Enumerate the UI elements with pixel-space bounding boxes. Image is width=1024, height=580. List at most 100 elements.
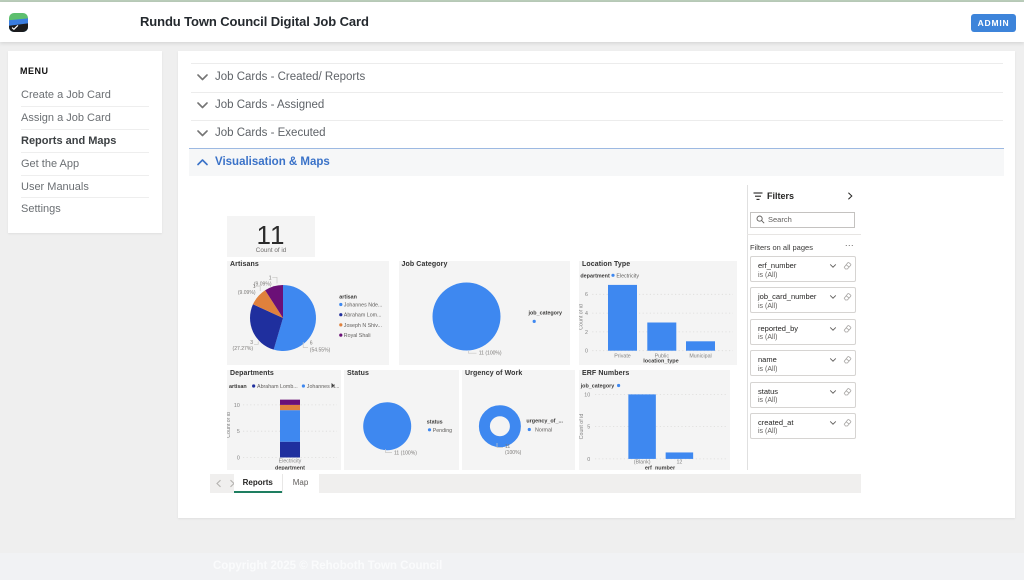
svg-text:10: 10 (584, 392, 590, 398)
sidebar-item-assign-a-job-card[interactable]: Assign a Job Card (8, 106, 162, 130)
page-footer: Copyright 2025 © Rehoboth Town Council (0, 552, 1024, 580)
accordion-section-3[interactable]: Job Cards - Executed (178, 120, 1004, 148)
admin-button[interactable]: ADMIN (971, 14, 1016, 32)
eraser-icon[interactable] (843, 261, 852, 270)
accordion-section-2[interactable]: Job Cards - Assigned (178, 92, 1004, 120)
eraser-icon[interactable] (843, 387, 852, 396)
svg-text:1: 1 (253, 284, 256, 290)
filter-field-name: job_card_number (758, 292, 817, 302)
accordion-divider (191, 91, 1003, 93)
svg-text:6: 6 (585, 292, 588, 298)
page-nav-prev-icon[interactable] (215, 479, 223, 488)
visual-title: Departments (230, 369, 274, 377)
jobcat-pie-chart: Job Category 11 (100%) job_category (398, 260, 570, 365)
svg-text:10: 10 (234, 402, 240, 408)
filter-card-erf_number[interactable]: erf_number is (All) (750, 256, 856, 282)
eraser-icon[interactable] (843, 324, 852, 333)
filter-icon (753, 192, 763, 200)
eraser-icon[interactable] (843, 292, 852, 301)
filter-search-placeholder: Search (768, 215, 792, 224)
accordion-section-label: Job Cards - Created/ Reports (215, 70, 366, 83)
accordion-section-4[interactable]: Visualisation & Maps (178, 149, 1004, 177)
sidebar: MENU Create a Job Card Assign a Job Card R… (8, 51, 162, 233)
app-logo-icon (9, 13, 28, 32)
filter-card-status[interactable]: status is (All) (750, 381, 856, 408)
visual-title: Status (347, 369, 369, 377)
accordion-divider (191, 63, 1003, 65)
accordion-section-label: Job Cards - Executed (215, 127, 326, 139)
filter-field-name: name (758, 355, 777, 365)
accordion-section-1[interactable]: Job Cards - Created/ Reports (178, 64, 1004, 92)
filter-search-input[interactable] (750, 211, 855, 228)
status-pie-chart: Status 11 (100%) status Pending (344, 369, 459, 470)
filter-condition: is (All) (758, 302, 778, 310)
expanded-panel-header-bg (189, 149, 1004, 176)
svg-text:artisan: artisan (339, 294, 357, 300)
svg-text:Abraham Lom...: Abraham Lom... (344, 312, 382, 318)
svg-text:1: 1 (269, 275, 272, 281)
svg-text:Abraham Lomb...: Abraham Lomb... (257, 384, 298, 390)
svg-text:(27.27%): (27.27%) (233, 345, 254, 351)
svg-text:Normal: Normal (535, 427, 552, 433)
chevron-down-icon[interactable] (829, 326, 837, 332)
accordion-blue-divider (189, 147, 1004, 150)
chevron-down-icon[interactable] (829, 389, 837, 395)
chevron-down-icon (197, 73, 208, 80)
svg-text:(9.09%): (9.09%) (254, 281, 272, 287)
svg-text:(Blank): (Blank) (634, 459, 651, 465)
eraser-icon[interactable] (843, 355, 852, 364)
sidebar-item-user-manuals[interactable]: User Manuals (8, 175, 162, 199)
sidebar-items: Create a Job Card Assign a Job Card Report… (8, 84, 162, 222)
filter-field-name: erf_number (758, 261, 797, 270)
sidebar-item-reports-and-maps[interactable]: Reports and Maps (8, 129, 162, 153)
visual-title: Urgency of Work (465, 369, 523, 377)
sidebar-item-get-the-app[interactable]: Get the App (8, 152, 162, 176)
svg-text:job_category: job_category (580, 383, 615, 389)
eraser-icon[interactable] (843, 418, 852, 427)
page-title: Rundu Town Council Digital Job Card (140, 14, 369, 29)
filters-pane-title: Filters (767, 191, 795, 201)
svg-text:0: 0 (585, 348, 588, 354)
svg-text:4: 4 (585, 311, 588, 317)
svg-text:(100%): (100%) (505, 449, 522, 455)
filters-scope-label: Filters on all pages (750, 242, 813, 252)
chevron-down-icon[interactable] (829, 294, 837, 300)
tab-map[interactable]: Map (281, 474, 319, 494)
svg-text:12: 12 (676, 459, 682, 465)
svg-text:Count of id: Count of id (227, 412, 232, 438)
svg-text:urgency_of_...: urgency_of_... (526, 418, 563, 424)
svg-text:Joseph N Shiv...: Joseph N Shiv... (344, 322, 382, 328)
sidebar-menu-label: MENU (20, 66, 49, 76)
accordion-section-label: Visualisation & Maps (215, 155, 330, 168)
filter-field-name: status (758, 386, 779, 396)
tab-reports[interactable]: Reports (234, 474, 282, 494)
filter-card-created_at[interactable]: created_at is (All) (750, 412, 856, 439)
report-page-tabbar: Reports Map (210, 474, 861, 494)
erf-bar-chart: ERF Numbers job_category 0 5 10 Count of id (B… (579, 369, 730, 470)
svg-text:Private: Private (614, 353, 631, 359)
svg-text:Count of id: Count of id (579, 304, 585, 330)
collapse-filter-pane-icon[interactable] (846, 191, 854, 201)
filter-card-name[interactable]: name is (All) (750, 350, 856, 377)
filter-card-job_card_number[interactable]: job_card_number is (All) (750, 287, 856, 314)
chevron-down-icon[interactable] (829, 263, 837, 269)
accordion-divider (191, 120, 1003, 122)
artisans-pie-chart: Artisans 6 (54.55%) 3 (27.27%) 1 (9.09%) 1 (9.09… (227, 260, 389, 365)
filter-card-reported_by[interactable]: reported_by is (All) (750, 318, 856, 345)
svg-text:0: 0 (237, 455, 240, 461)
svg-text:6: 6 (310, 340, 313, 346)
tab-reports-label: Reports (242, 478, 273, 487)
kpi-label: Count of id (255, 247, 287, 254)
sidebar-item-create-a-job-card[interactable]: Create a Job Card (8, 84, 162, 107)
svg-text:Johannes N...: Johannes N... (307, 384, 340, 390)
svg-text:job_category: job_category (527, 310, 562, 316)
chevron-down-icon[interactable] (829, 420, 837, 426)
filters-more-options[interactable]: ... (845, 238, 855, 248)
filter-condition: is (All) (758, 271, 778, 279)
chevron-down-icon[interactable] (829, 357, 837, 363)
svg-text:Pending: Pending (433, 427, 452, 433)
sidebar-item-settings[interactable]: Settings (8, 198, 162, 222)
svg-text:erf_number: erf_number (645, 465, 676, 470)
visual-title: ERF Numbers (582, 369, 630, 377)
